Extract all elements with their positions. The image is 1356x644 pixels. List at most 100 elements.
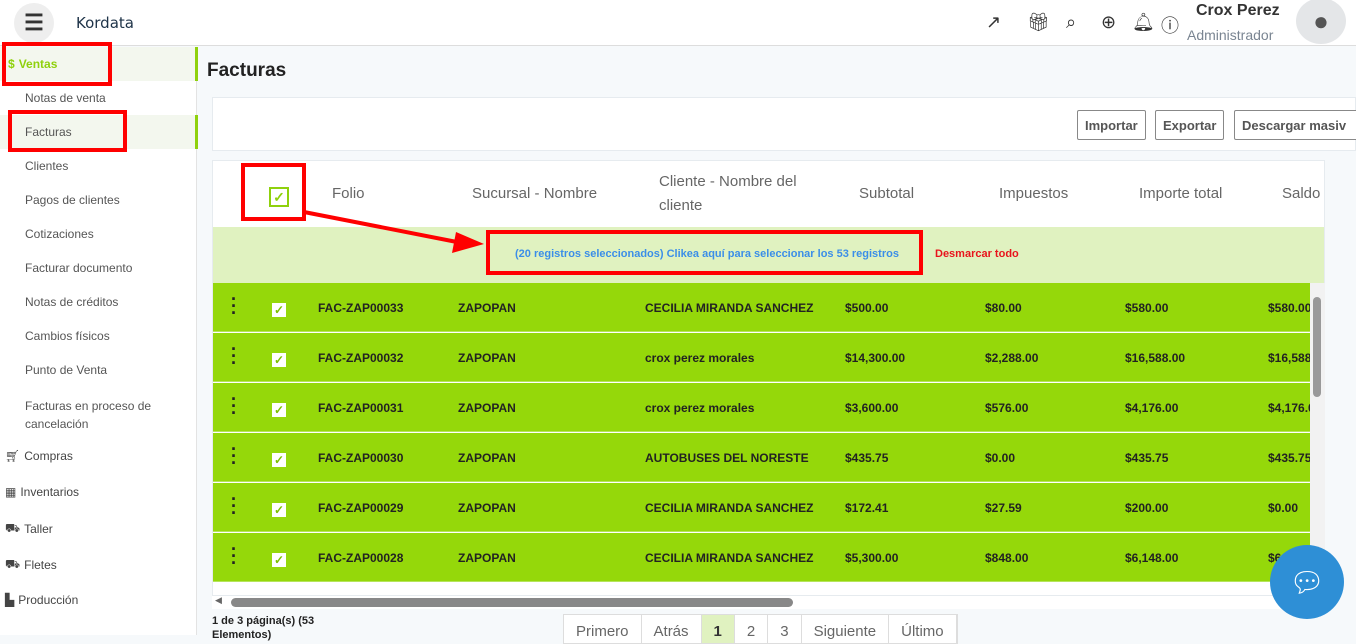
user-role: Administrador — [1187, 27, 1274, 43]
truck-icon: ⛟ — [5, 557, 21, 571]
cell-folio: FAC-ZAP00031 — [318, 401, 404, 415]
col-impuestos[interactable]: Impuestos — [999, 185, 1069, 202]
cell-total: $435.75 — [1125, 451, 1169, 465]
sidebar-item-cambios-fisicos[interactable]: Cambios físicos — [25, 329, 110, 343]
cell-folio: FAC-ZAP00028 — [318, 551, 404, 565]
sidebar-group-taller[interactable]: ⛟ Taller — [5, 521, 53, 536]
row-menu-icon[interactable]: · · · — [231, 339, 237, 373]
select-all-records-link[interactable]: (20 registros seleccionados) Clikea aquí… — [515, 248, 899, 260]
sidebar-group-inventarios[interactable]: ▦ Inventarios — [5, 485, 80, 499]
cell-saldo: $16,588 — [1268, 351, 1312, 365]
row-checkbox[interactable]: ✓ — [272, 403, 286, 417]
col-saldo[interactable]: Saldo — [1282, 185, 1321, 202]
avatar[interactable]: ● — [1296, 0, 1346, 44]
sidebar-group-fletes[interactable]: ⛟ Fletes — [5, 557, 57, 572]
cell-sucursal: ZAPOPAN — [458, 351, 516, 365]
cell-total: $200.00 — [1125, 501, 1169, 515]
page-prev[interactable]: Atrás — [642, 615, 702, 643]
row-menu-icon[interactable]: · · · — [231, 289, 237, 323]
cell-saldo: $4,176.0 — [1268, 401, 1315, 415]
table-row[interactable]: · · · ✓ FAC-ZAP00028 ZAPOPAN CECILIA MIRANDA S… — [213, 533, 1321, 582]
sidebar-item-punto-de-venta[interactable]: Punto de Venta — [25, 363, 108, 377]
cell-subtotal: $172.41 — [845, 501, 889, 515]
sidebar-item-notas-de-venta[interactable]: Notas de venta — [25, 91, 106, 105]
money-bag-icon: $ — [8, 57, 15, 71]
factory-icon: ▙ — [5, 593, 15, 607]
cell-folio: FAC-ZAP00033 — [318, 301, 404, 315]
unselect-all-link[interactable]: Desmarcar todo — [935, 248, 1019, 260]
sidebar-group-compras[interactable]: 🛒︎ Compras — [5, 449, 73, 463]
col-cliente[interactable]: Cliente - Nombre del cliente — [659, 173, 797, 214]
row-checkbox[interactable]: ✓ — [272, 553, 286, 567]
help-icon[interactable]: ⓘ — [1161, 16, 1179, 36]
gift-icon[interactable]: 🎁︎ — [1027, 12, 1050, 32]
cell-impuestos: $0.00 — [985, 451, 1016, 465]
table-row[interactable]: · · · ✓ FAC-ZAP00031 ZAPOPAN crox perez morale… — [213, 383, 1315, 432]
col-subtotal[interactable]: Subtotal — [859, 185, 915, 202]
vertical-scrollbar[interactable] — [1310, 283, 1325, 596]
external-link-icon[interactable]: ↗ — [986, 12, 1002, 32]
sidebar-item-clientes[interactable]: Clientes — [25, 159, 69, 173]
import-button[interactable]: Importar — [1077, 110, 1146, 140]
sidebar-item-facturar-documento[interactable]: Facturar documento — [25, 261, 133, 275]
table-row[interactable]: · · · ✓ FAC-ZAP00029 ZAPOPAN CECILIA MIRANDA S… — [213, 483, 1310, 532]
menu-icon[interactable]: ☰ — [14, 3, 54, 43]
search-zoom-icon[interactable]: ⌕ — [1066, 12, 1077, 32]
table-row[interactable]: · · · ✓ FAC-ZAP00030 ZAPOPAN AUTOBUSES DEL NOR… — [213, 433, 1312, 482]
page-next[interactable]: Siguiente — [802, 615, 890, 643]
plus-circle-icon[interactable]: ⊕ — [1101, 12, 1117, 32]
cell-sucursal: ZAPOPAN — [458, 301, 516, 315]
logo: Kordata — [76, 14, 134, 32]
row-menu-icon[interactable]: · · · — [231, 539, 237, 573]
cell-subtotal: $14,300.00 — [845, 351, 906, 365]
sidebar-item-notas-creditos[interactable]: Notas de créditos — [25, 295, 119, 309]
cell-total: $6,148.00 — [1125, 551, 1179, 565]
cell-saldo: $580.00 — [1268, 301, 1312, 315]
page-3[interactable]: 3 — [768, 615, 802, 643]
cell-impuestos: $2,288.00 — [985, 351, 1039, 365]
bell-icon[interactable]: 🔔︎ — [1132, 12, 1155, 32]
select-all-checkbox[interactable]: ✓ — [269, 187, 289, 207]
sidebar-item-cotizaciones[interactable]: Cotizaciones — [25, 227, 94, 241]
row-checkbox[interactable]: ✓ — [272, 303, 286, 317]
page-2[interactable]: 2 — [735, 615, 769, 643]
bulk-download-button[interactable]: Descargar masiv — [1234, 110, 1356, 140]
row-menu-icon[interactable]: · · · — [231, 489, 237, 523]
sidebar-group-produccion[interactable]: ▙ Producción — [5, 593, 79, 607]
table-row[interactable]: · · · ✓ FAC-ZAP00033 ZAPOPAN CECILIA MIRANDA S… — [213, 283, 1312, 332]
sidebar-item-facturas[interactable]: Facturas — [0, 115, 198, 149]
sidebar-item-pagos[interactable]: Pagos de clientes — [25, 193, 120, 207]
cart-icon: 🛒︎ — [5, 449, 21, 463]
col-sucursal[interactable]: Sucursal - Nombre — [472, 185, 598, 202]
cell-impuestos: $27.59 — [985, 501, 1022, 515]
col-total[interactable]: Importe total — [1139, 185, 1223, 202]
col-folio[interactable]: Folio — [332, 185, 365, 202]
row-menu-icon[interactable]: · · · — [231, 439, 237, 473]
cell-cliente: CECILIA MIRANDA SANCHEZ — [645, 551, 814, 565]
user-name: Crox Perez — [1196, 2, 1280, 19]
boxes-icon: ▦ — [5, 485, 17, 499]
sidebar-item-cancelacion[interactable]: Facturas en proceso de cancelación — [25, 399, 152, 431]
row-checkbox[interactable]: ✓ — [272, 353, 286, 367]
horizontal-scrollbar[interactable]: ◀ — [212, 595, 1325, 609]
row-checkbox[interactable]: ✓ — [272, 453, 286, 467]
page-1[interactable]: 1 — [701, 615, 735, 643]
cell-total: $580.00 — [1125, 301, 1169, 315]
cell-saldo: $435.75 — [1268, 451, 1312, 465]
cell-impuestos: $848.00 — [985, 551, 1029, 565]
row-checkbox[interactable]: ✓ — [272, 503, 286, 517]
cell-total: $4,176.00 — [1125, 401, 1179, 415]
sidebar: $ Ventas Notas de venta Facturas Clientes… — [0, 47, 198, 635]
pagination: Primero Atrás 1 2 3 Siguiente Último — [563, 614, 958, 644]
table-row[interactable]: · · · ✓ FAC-ZAP00032 ZAPOPAN crox perez morale… — [213, 333, 1312, 382]
sidebar-group-ventas[interactable]: $ Ventas — [0, 47, 198, 81]
chat-bubble-icon[interactable]: 💬︎ — [1270, 545, 1344, 619]
selection-band: (20 registros seleccionados) Clikea aquí… — [213, 227, 1324, 283]
page-first[interactable]: Primero — [564, 615, 642, 643]
row-menu-icon[interactable]: · · · — [231, 389, 237, 423]
page-last[interactable]: Último — [889, 615, 957, 643]
toolbar: Importar Exportar Descargar masiv — [212, 97, 1356, 151]
export-button[interactable]: Exportar — [1155, 110, 1225, 140]
invoices-table: ✓ Folio Sucursal - Nombre Cliente - Nomb… — [212, 160, 1325, 596]
cell-folio: FAC-ZAP00032 — [318, 351, 404, 365]
